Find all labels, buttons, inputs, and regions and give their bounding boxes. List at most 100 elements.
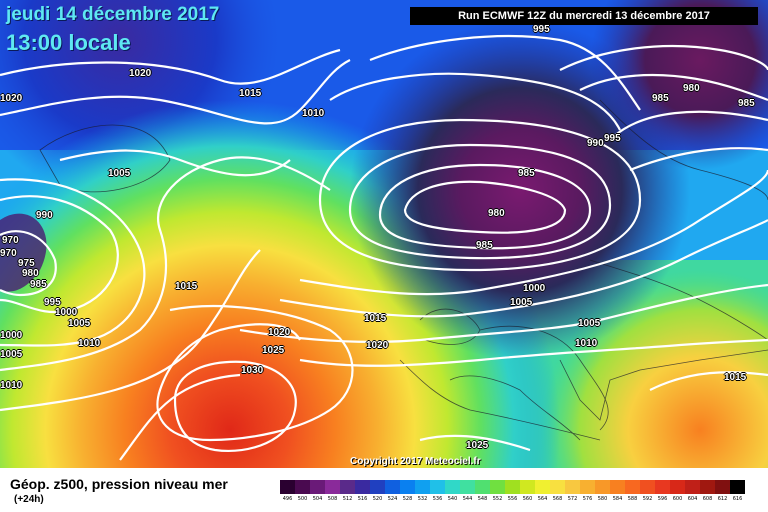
legend-label: 528 (402, 496, 413, 502)
legend-swatch (490, 480, 505, 494)
legend-swatch (295, 480, 310, 494)
weather-map (0, 0, 768, 468)
isobar-label: 1005 (108, 168, 131, 179)
isobar-label: 970 (0, 248, 17, 259)
legend-swatch-cell: 496 (280, 480, 295, 502)
isobar-label: 1010 (302, 108, 325, 119)
isobar-label: 1030 (241, 365, 264, 376)
model-run-label: Run ECMWF 12Z du mercredi 13 décembre 20… (410, 7, 758, 25)
legend-swatch (520, 480, 535, 494)
forecast-lead-time: (+24h) (14, 494, 44, 505)
isobar-label: 995 (533, 24, 550, 35)
legend-swatch-cell: 576 (580, 480, 595, 502)
isobar-label: 1005 (510, 297, 533, 308)
legend-label: 516 (357, 496, 368, 502)
isobar-label: 980 (683, 83, 700, 94)
legend-swatch (370, 480, 385, 494)
isobar-label: 1020 (129, 68, 152, 79)
isobar-label: 1020 (366, 340, 389, 351)
legend-swatch-cell: 536 (430, 480, 445, 502)
map-parameter-title: Géop. z500, pression niveau mer (10, 476, 228, 492)
forecast-time: 13:00 locale (6, 30, 131, 55)
legend-swatch (640, 480, 655, 494)
legend-swatch-cell: 580 (595, 480, 610, 502)
legend-swatch (700, 480, 715, 494)
legend-swatch-cell: 500 (295, 480, 310, 502)
legend-swatch-cell: 560 (520, 480, 535, 502)
legend-swatch (340, 480, 355, 494)
legend-label: 544 (462, 496, 473, 502)
legend-swatch-cell: 604 (685, 480, 700, 502)
legend-label: 604 (687, 496, 698, 502)
legend-label: 572 (567, 496, 578, 502)
isobar-label: 980 (22, 268, 39, 279)
copyright-notice: Copyright 2017 Meteociel.fr (350, 456, 481, 467)
legend-swatch (400, 480, 415, 494)
legend-swatch (415, 480, 430, 494)
legend-label: 592 (642, 496, 653, 502)
legend-swatch-cell: 504 (310, 480, 325, 502)
isobar-label: 1010 (575, 338, 598, 349)
legend-label: 616 (732, 496, 743, 502)
legend-swatch-cell: 584 (610, 480, 625, 502)
legend-swatch (550, 480, 565, 494)
legend-swatch (505, 480, 520, 494)
legend-swatch-cell: 572 (565, 480, 580, 502)
legend-label: 564 (537, 496, 548, 502)
legend-swatch-cell: 556 (505, 480, 520, 502)
isobar-label: 995 (604, 133, 621, 144)
legend-swatch-cell: 596 (655, 480, 670, 502)
isobar-label: 990 (36, 210, 53, 221)
legend-label: 520 (372, 496, 383, 502)
legend-label: 504 (312, 496, 323, 502)
legend-swatch-cell: 612 (715, 480, 730, 502)
legend-label: 532 (417, 496, 428, 502)
isobar-label: 1025 (262, 345, 285, 356)
legend-label: 496 (282, 496, 293, 502)
isobar-label: 985 (518, 168, 535, 179)
legend-label: 536 (432, 496, 443, 502)
legend-swatch-cell: 548 (475, 480, 490, 502)
isobar-label: 1000 (523, 283, 546, 294)
legend-swatch (730, 480, 745, 494)
isobar-label: 1020 (268, 327, 291, 338)
legend-swatch-cell: 600 (670, 480, 685, 502)
isobar-label: 985 (30, 279, 47, 290)
legend-swatch-cell: 588 (625, 480, 640, 502)
legend-swatch-cell: 532 (415, 480, 430, 502)
legend-label: 540 (447, 496, 458, 502)
isobar-label: 1015 (364, 313, 387, 324)
legend-swatch (475, 480, 490, 494)
legend-label: 600 (672, 496, 683, 502)
isobar-label: 1010 (78, 338, 101, 349)
isobar-label: 1000 (55, 307, 78, 318)
legend-swatch (625, 480, 640, 494)
map-canvas (0, 0, 768, 468)
legend-swatch-cell: 516 (355, 480, 370, 502)
legend-swatch (460, 480, 475, 494)
legend-label: 500 (297, 496, 308, 502)
legend-swatch (670, 480, 685, 494)
forecast-date: jeudi 14 décembre 2017 (6, 4, 220, 25)
legend-label: 584 (612, 496, 623, 502)
isobar-label: 975 (18, 258, 35, 269)
isobar-label: 970 (2, 235, 19, 246)
legend-swatch-cell: 592 (640, 480, 655, 502)
legend-swatch (280, 480, 295, 494)
legend-swatch-cell: 508 (325, 480, 340, 502)
isobar-label: 1005 (578, 318, 601, 329)
isobar-label: 985 (652, 93, 669, 104)
isobar-label: 1015 (175, 281, 198, 292)
isobar-label: 985 (738, 98, 755, 109)
legend-label: 588 (627, 496, 638, 502)
legend-swatch (445, 480, 460, 494)
color-scale-legend: 496 500 504 508 512 516 520 524 528 532 536 540 544 5… (280, 480, 745, 502)
map-footer: Géop. z500, pression niveau mer (+24h) 4… (0, 468, 768, 512)
legend-label: 596 (657, 496, 668, 502)
legend-swatch-cell: 552 (490, 480, 505, 502)
legend-label: 612 (717, 496, 728, 502)
legend-label: 560 (522, 496, 533, 502)
isobar-label: 985 (476, 240, 493, 251)
isobar-label: 1020 (0, 93, 23, 104)
legend-swatch (610, 480, 625, 494)
